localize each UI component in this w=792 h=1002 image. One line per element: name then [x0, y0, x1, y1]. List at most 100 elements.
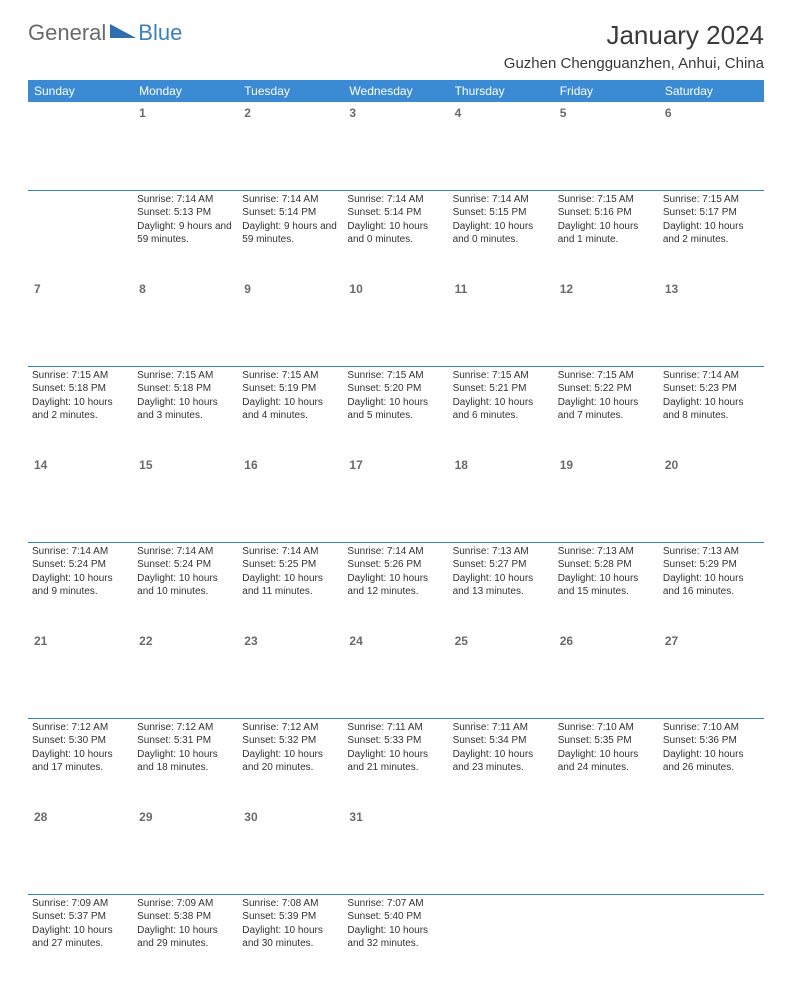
header: General Blue January 2024 Guzhen Chenggu…: [28, 20, 764, 72]
day-number-cell: 30: [238, 806, 343, 894]
day-details: Sunrise: 7:15 AMSunset: 5:22 PMDaylight:…: [558, 369, 655, 423]
day-details: Sunrise: 7:13 AMSunset: 5:27 PMDaylight:…: [453, 545, 550, 599]
day-number: 29: [139, 810, 152, 824]
day-number-cell: [659, 806, 764, 894]
day-number-cell: 14: [28, 454, 133, 542]
day-number-cell: 27: [659, 630, 764, 718]
day-number-cell: 5: [554, 102, 659, 190]
day-content-cell: [28, 190, 133, 278]
day-details: Sunrise: 7:15 AMSunset: 5:18 PMDaylight:…: [137, 369, 234, 423]
day-content-cell: Sunrise: 7:13 AMSunset: 5:28 PMDaylight:…: [554, 542, 659, 630]
day-number-cell: 6: [659, 102, 764, 190]
daynum-row: 14151617181920: [28, 454, 764, 542]
day-number-cell: 26: [554, 630, 659, 718]
day-number: 23: [244, 634, 257, 648]
day-details: Sunrise: 7:15 AMSunset: 5:20 PMDaylight:…: [347, 369, 444, 423]
logo-text-blue: Blue: [138, 20, 182, 46]
day-details: Sunrise: 7:15 AMSunset: 5:19 PMDaylight:…: [242, 369, 339, 423]
day-content-cell: Sunrise: 7:15 AMSunset: 5:18 PMDaylight:…: [133, 366, 238, 454]
calendar-table: Sunday Monday Tuesday Wednesday Thursday…: [28, 80, 764, 982]
day-number-cell: 23: [238, 630, 343, 718]
day-details: Sunrise: 7:10 AMSunset: 5:36 PMDaylight:…: [663, 721, 760, 775]
logo: General Blue: [28, 20, 182, 46]
day-details: Sunrise: 7:14 AMSunset: 5:23 PMDaylight:…: [663, 369, 760, 423]
day-content-cell: Sunrise: 7:15 AMSunset: 5:16 PMDaylight:…: [554, 190, 659, 278]
day-number-cell: [554, 806, 659, 894]
day-content-cell: Sunrise: 7:09 AMSunset: 5:37 PMDaylight:…: [28, 894, 133, 982]
day-details: Sunrise: 7:11 AMSunset: 5:34 PMDaylight:…: [453, 721, 550, 775]
day-number: 31: [349, 810, 362, 824]
day-number: 26: [560, 634, 573, 648]
day-content-cell: Sunrise: 7:15 AMSunset: 5:18 PMDaylight:…: [28, 366, 133, 454]
day-content-cell: Sunrise: 7:14 AMSunset: 5:14 PMDaylight:…: [238, 190, 343, 278]
day-content-cell: Sunrise: 7:12 AMSunset: 5:31 PMDaylight:…: [133, 718, 238, 806]
day-number-cell: 11: [449, 278, 554, 366]
day-content-cell: Sunrise: 7:14 AMSunset: 5:13 PMDaylight:…: [133, 190, 238, 278]
day-number-cell: 28: [28, 806, 133, 894]
day-content-cell: Sunrise: 7:14 AMSunset: 5:24 PMDaylight:…: [133, 542, 238, 630]
day-number-cell: 15: [133, 454, 238, 542]
day-content-cell: Sunrise: 7:15 AMSunset: 5:20 PMDaylight:…: [343, 366, 448, 454]
day-details: Sunrise: 7:12 AMSunset: 5:30 PMDaylight:…: [32, 721, 129, 775]
day-content-cell: Sunrise: 7:12 AMSunset: 5:32 PMDaylight:…: [238, 718, 343, 806]
day-number: 12: [560, 282, 573, 296]
day-number: 18: [455, 458, 468, 472]
day-details: Sunrise: 7:13 AMSunset: 5:28 PMDaylight:…: [558, 545, 655, 599]
day-number-cell: 8: [133, 278, 238, 366]
day-number-cell: 25: [449, 630, 554, 718]
day-number: 25: [455, 634, 468, 648]
day-details: Sunrise: 7:14 AMSunset: 5:24 PMDaylight:…: [137, 545, 234, 599]
logo-triangle-icon: [110, 20, 136, 38]
weekday-header: Wednesday: [343, 80, 448, 102]
day-number-cell: 9: [238, 278, 343, 366]
day-number: 30: [244, 810, 257, 824]
weekday-header: Tuesday: [238, 80, 343, 102]
daynum-row: 78910111213: [28, 278, 764, 366]
day-content-cell: Sunrise: 7:15 AMSunset: 5:19 PMDaylight:…: [238, 366, 343, 454]
day-number-cell: 3: [343, 102, 448, 190]
day-number: 17: [349, 458, 362, 472]
day-number-cell: 21: [28, 630, 133, 718]
day-number: 3: [349, 106, 356, 120]
day-content-cell: Sunrise: 7:13 AMSunset: 5:29 PMDaylight:…: [659, 542, 764, 630]
day-number-cell: [28, 102, 133, 190]
day-details: Sunrise: 7:14 AMSunset: 5:25 PMDaylight:…: [242, 545, 339, 599]
day-number: 16: [244, 458, 257, 472]
day-details: Sunrise: 7:14 AMSunset: 5:14 PMDaylight:…: [242, 193, 339, 247]
day-content-cell: Sunrise: 7:14 AMSunset: 5:26 PMDaylight:…: [343, 542, 448, 630]
day-content-row: Sunrise: 7:14 AMSunset: 5:24 PMDaylight:…: [28, 542, 764, 630]
day-content-row: Sunrise: 7:14 AMSunset: 5:13 PMDaylight:…: [28, 190, 764, 278]
day-content-cell: [554, 894, 659, 982]
day-content-cell: Sunrise: 7:14 AMSunset: 5:23 PMDaylight:…: [659, 366, 764, 454]
day-number: 22: [139, 634, 152, 648]
weekday-header: Saturday: [659, 80, 764, 102]
day-content-cell: Sunrise: 7:07 AMSunset: 5:40 PMDaylight:…: [343, 894, 448, 982]
day-details: Sunrise: 7:14 AMSunset: 5:24 PMDaylight:…: [32, 545, 129, 599]
day-number-cell: 16: [238, 454, 343, 542]
day-content-cell: Sunrise: 7:10 AMSunset: 5:36 PMDaylight:…: [659, 718, 764, 806]
day-details: Sunrise: 7:15 AMSunset: 5:16 PMDaylight:…: [558, 193, 655, 247]
day-number-cell: 22: [133, 630, 238, 718]
day-number-cell: 29: [133, 806, 238, 894]
day-details: Sunrise: 7:15 AMSunset: 5:21 PMDaylight:…: [453, 369, 550, 423]
day-details: Sunrise: 7:09 AMSunset: 5:37 PMDaylight:…: [32, 897, 129, 951]
day-content-row: Sunrise: 7:15 AMSunset: 5:18 PMDaylight:…: [28, 366, 764, 454]
day-details: Sunrise: 7:11 AMSunset: 5:33 PMDaylight:…: [347, 721, 444, 775]
day-number-cell: 20: [659, 454, 764, 542]
title-block: January 2024 Guzhen Chengguanzhen, Anhui…: [504, 20, 764, 72]
day-number: 11: [455, 282, 468, 296]
day-details: Sunrise: 7:15 AMSunset: 5:17 PMDaylight:…: [663, 193, 760, 247]
day-number-cell: 2: [238, 102, 343, 190]
weekday-header: Sunday: [28, 80, 133, 102]
day-number: 10: [349, 282, 362, 296]
day-number-cell: 17: [343, 454, 448, 542]
day-number: 5: [560, 106, 567, 120]
day-details: Sunrise: 7:13 AMSunset: 5:29 PMDaylight:…: [663, 545, 760, 599]
day-number-cell: 18: [449, 454, 554, 542]
day-number-cell: 31: [343, 806, 448, 894]
logo-text-general: General: [28, 20, 106, 46]
day-number-cell: 4: [449, 102, 554, 190]
day-content-cell: Sunrise: 7:15 AMSunset: 5:21 PMDaylight:…: [449, 366, 554, 454]
day-content-cell: Sunrise: 7:14 AMSunset: 5:25 PMDaylight:…: [238, 542, 343, 630]
day-details: Sunrise: 7:14 AMSunset: 5:13 PMDaylight:…: [137, 193, 234, 247]
